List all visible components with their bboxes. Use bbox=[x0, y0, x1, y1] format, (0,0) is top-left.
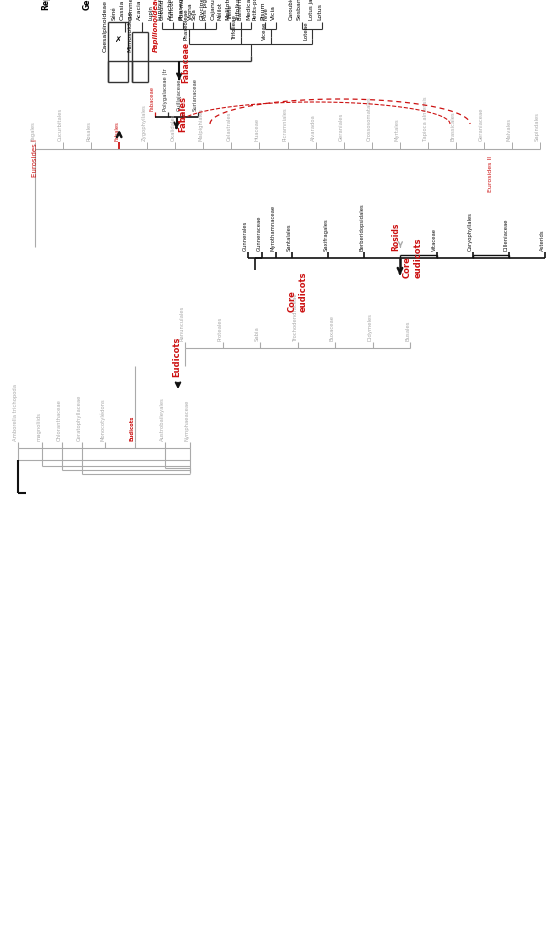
Text: Alvaradoa: Alvaradoa bbox=[311, 114, 316, 141]
Text: Nymphaeaceae: Nymphaeaceae bbox=[185, 400, 190, 441]
Text: Melilotus: Melilotus bbox=[225, 0, 230, 20]
Text: Pois pigeon: Pois pigeon bbox=[203, 0, 208, 20]
Text: Santalales: Santalales bbox=[287, 224, 292, 251]
Text: Pois mungo: Pois mungo bbox=[180, 0, 185, 20]
Text: Core
eudicots: Core eudicots bbox=[288, 271, 307, 312]
Text: Fagales: Fagales bbox=[30, 121, 35, 141]
Text: Genres: Genres bbox=[83, 0, 92, 10]
Text: Ranunculales: Ranunculales bbox=[180, 306, 185, 341]
Text: Rosids: Rosids bbox=[391, 223, 400, 251]
Text: Fabaceae: Fabaceae bbox=[181, 42, 190, 83]
Text: Eudicots: Eudicots bbox=[130, 416, 135, 441]
Text: Zygophyllales: Zygophyllales bbox=[142, 104, 147, 141]
Text: Austrobaileyales: Austrobaileyales bbox=[160, 397, 165, 441]
Text: Haricot commun: Haricot commun bbox=[170, 0, 175, 20]
Text: Myrothamnaceae: Myrothamnaceae bbox=[271, 205, 276, 251]
Text: Fabales: Fabales bbox=[114, 121, 119, 141]
Text: Quillajaceae: Quillajaceae bbox=[177, 78, 182, 111]
Text: Acacia: Acacia bbox=[137, 0, 142, 20]
Text: Petits-pois: Petits-pois bbox=[252, 0, 257, 20]
Text: Sesbania: Sesbania bbox=[297, 0, 302, 20]
Text: Picramniales: Picramniales bbox=[282, 108, 287, 141]
Text: Eurosides II: Eurosides II bbox=[487, 156, 492, 192]
Text: Fabales: Fabales bbox=[178, 96, 187, 132]
Text: Phaseoleae: Phaseoleae bbox=[183, 9, 188, 40]
Text: Brassicales: Brassicales bbox=[451, 111, 456, 141]
Text: Séné: Séné bbox=[112, 7, 117, 20]
Text: Cajanus: Cajanus bbox=[211, 0, 216, 20]
Text: Pisum: Pisum bbox=[260, 1, 265, 20]
Text: Cucurbitales: Cucurbitales bbox=[58, 108, 63, 141]
Text: Didymeles: Didymeles bbox=[367, 313, 372, 341]
Text: Soja: Soja bbox=[192, 9, 197, 20]
Text: Berberidopsidales: Berberidopsidales bbox=[359, 203, 364, 251]
Text: Ground nut: Ground nut bbox=[160, 0, 165, 20]
Text: Huaceae: Huaceae bbox=[254, 118, 259, 141]
Text: Sapindales: Sapindales bbox=[535, 112, 540, 141]
Text: Buxaceae: Buxaceae bbox=[330, 315, 335, 341]
Text: Asterids: Asterids bbox=[540, 229, 545, 251]
Text: Glycine: Glycine bbox=[200, 0, 205, 20]
Text: Monocotylédons: Monocotylédons bbox=[100, 398, 105, 441]
Text: Rosales: Rosales bbox=[86, 121, 91, 141]
Text: Lupin: Lupin bbox=[149, 5, 154, 20]
Text: Eurosides I: Eurosides I bbox=[32, 139, 38, 177]
Text: Dilleniaceae: Dilleniaceae bbox=[504, 219, 509, 251]
Text: Malvales: Malvales bbox=[507, 118, 512, 141]
Text: Sabia: Sabia bbox=[255, 327, 260, 341]
Text: Crossosomatales: Crossosomatales bbox=[367, 96, 372, 141]
Text: Trifolieae: Trifolieae bbox=[232, 15, 237, 40]
Text: Geraniaceae: Geraniaceae bbox=[479, 108, 484, 141]
Text: Oxalidales: Oxalidales bbox=[170, 113, 176, 141]
Text: Représentant: Représentant bbox=[40, 0, 50, 10]
Text: Geraniales: Geraniales bbox=[339, 112, 344, 141]
Text: Barrel medic: Barrel medic bbox=[238, 0, 243, 20]
Text: Mimosoideae: Mimosoideae bbox=[127, 10, 132, 52]
Text: Polygalaceae (tr: Polygalaceae (tr bbox=[163, 69, 168, 111]
Text: Fève: Fève bbox=[263, 7, 268, 20]
Text: Core
eudicots: Core eudicots bbox=[403, 237, 423, 278]
Text: Ceratophyllaceae: Ceratophyllaceae bbox=[77, 395, 82, 441]
Text: ✗: ✗ bbox=[115, 34, 121, 44]
Text: Phaseolus: Phaseolus bbox=[178, 0, 183, 20]
Text: Lotus: Lotus bbox=[317, 3, 322, 20]
Text: Viceae: Viceae bbox=[262, 22, 267, 40]
Text: Caroubier: Caroubier bbox=[289, 0, 294, 20]
Text: Fabaceae: Fabaceae bbox=[150, 86, 155, 111]
Text: Lupinus: Lupinus bbox=[157, 0, 162, 20]
Text: Gomme arabique: Gomme arabique bbox=[129, 0, 134, 20]
Text: Cassia: Cassia bbox=[120, 0, 125, 20]
Text: Amborella trichopoda: Amborella trichopoda bbox=[13, 384, 18, 441]
Text: Saxifragales: Saxifragales bbox=[323, 218, 328, 251]
Text: Vicia: Vicia bbox=[271, 5, 276, 20]
Text: Trochodendraceae: Trochodendraceae bbox=[292, 292, 297, 341]
Text: magnoliids: magnoliids bbox=[37, 412, 42, 441]
Text: Caryophyllales: Caryophyllales bbox=[468, 212, 473, 251]
Text: Arachis: Arachis bbox=[168, 0, 173, 20]
Text: Surianaceae: Surianaceae bbox=[193, 78, 198, 111]
Text: Myrtales: Myrtales bbox=[395, 118, 400, 141]
Text: Mélilot: Mélilot bbox=[217, 2, 222, 20]
Text: Chloranthaceae: Chloranthaceae bbox=[57, 399, 62, 441]
Text: Medicago: Medicago bbox=[246, 0, 251, 20]
Text: Loteae: Loteae bbox=[303, 21, 308, 40]
Text: Gunneraceae: Gunneraceae bbox=[257, 215, 262, 251]
Text: Proteales: Proteales bbox=[217, 317, 222, 341]
Text: Gunnerales: Gunnerales bbox=[243, 221, 248, 251]
Text: Eudicots: Eudicots bbox=[173, 337, 182, 377]
Text: Tapioca alniensis: Tapioca alniensis bbox=[423, 96, 428, 141]
Text: Papilionoideae: Papilionoideae bbox=[153, 0, 159, 52]
Text: Caesalpinoideae: Caesalpinoideae bbox=[102, 0, 107, 52]
Text: Celastrales: Celastrales bbox=[226, 111, 231, 141]
Text: Trifolium: Trifolium bbox=[236, 0, 241, 20]
Text: Trèfle: Trèfle bbox=[228, 5, 233, 20]
Text: Vigna: Vigna bbox=[188, 2, 193, 20]
Text: Malpighiales: Malpighiales bbox=[198, 108, 203, 141]
Text: Lotus japonicum: Lotus japonicum bbox=[309, 0, 314, 20]
Text: Busales: Busales bbox=[405, 321, 410, 341]
Text: Vitaceae: Vitaceae bbox=[432, 228, 437, 251]
